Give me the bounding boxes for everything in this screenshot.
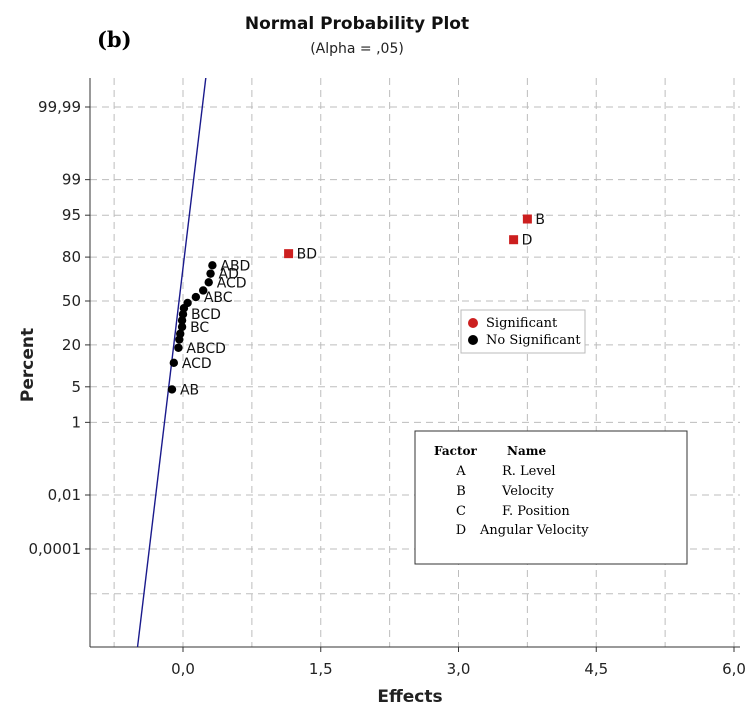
legend-box <box>460 309 586 354</box>
point-label: BCD <box>191 307 221 323</box>
no-significant-point-marker <box>177 322 187 332</box>
factor-row-code: C <box>456 504 466 519</box>
factor-row-name: F. Position <box>502 504 570 519</box>
y-tick-label: 5 <box>71 378 81 396</box>
factor-row-code: A <box>455 464 466 479</box>
point-label: BC <box>190 320 209 336</box>
factor-table-box <box>414 430 688 565</box>
no-significant-point-marker <box>175 335 184 344</box>
factor-row-name: Angular Velocity <box>479 523 589 538</box>
x-tick-label: 1,5 <box>309 660 333 678</box>
x-tick-label: 3,0 <box>447 660 471 678</box>
no-significant-point-marker <box>199 286 208 295</box>
y-tick-label: 80 <box>62 248 81 266</box>
y-tick-label: 95 <box>62 206 81 224</box>
legend: Significant No Significant <box>460 309 586 354</box>
legend-label-significant: Significant <box>486 316 558 331</box>
point-label: B <box>535 212 545 228</box>
no-significant-point-marker <box>208 261 217 270</box>
significant-point-marker <box>284 249 294 259</box>
x-tick-label: 6,0 <box>722 660 746 678</box>
significant-point-marker <box>522 214 532 224</box>
y-tick-label: 50 <box>62 292 81 310</box>
x-axis-label: Effects <box>377 687 442 707</box>
reference-line <box>136 78 207 647</box>
legend-marker-no-significant <box>468 335 478 345</box>
factor-row-code: B <box>456 484 466 499</box>
y-axis-label: Percent <box>18 328 38 402</box>
point-label: ABD <box>220 258 250 274</box>
point-label: AD <box>219 267 239 283</box>
factor-row-name: R. Level <box>502 464 556 479</box>
y-tick-labels: 99,99 99 95 80 50 20 5 1 0,01 0,0001 <box>29 98 82 558</box>
y-tick-label: 0,01 <box>48 486 81 504</box>
y-tick-label: 99,99 <box>38 98 81 116</box>
no-significant-point-marker <box>204 278 213 287</box>
panel-label: (b) <box>97 27 132 52</box>
point-label: ACD <box>217 275 247 291</box>
chart-title: Normal Probability Plot <box>245 14 469 34</box>
x-tick-labels: 0,0 1,5 3,0 4,5 6,0 <box>171 660 746 678</box>
point-label: ABCD <box>186 341 226 357</box>
legend-label-no-significant: No Significant <box>486 333 581 348</box>
factor-row-code: D <box>456 523 466 538</box>
factor-table: Factor Name A R. Level B Velocity C F. P… <box>414 430 688 565</box>
no-significant-point-marker <box>167 385 177 394</box>
no-significant-point-marker <box>191 292 201 302</box>
y-tick-label: 99 <box>62 171 81 189</box>
point-label: ABC <box>204 290 233 306</box>
no-significant-point-marker <box>178 310 188 319</box>
legend-marker-significant <box>468 318 478 328</box>
factor-table-header-factor: Factor <box>434 444 477 458</box>
y-tick-label: 0,0001 <box>29 540 82 558</box>
no-significant-point-marker <box>174 343 183 352</box>
point-label: ACD <box>182 356 212 372</box>
x-tick-label: 4,5 <box>584 660 608 678</box>
y-tick-label: 20 <box>62 336 81 354</box>
no-significant-point-marker <box>206 269 215 278</box>
point-label: BD <box>297 247 317 263</box>
chart-subtitle: (Alpha = ,05) <box>310 41 404 57</box>
factor-table-header-name: Name <box>507 444 546 458</box>
significant-point-marker <box>509 235 519 245</box>
no-significant-point-marker <box>169 358 179 368</box>
axes <box>85 78 740 652</box>
x-tick-label: 0,0 <box>171 660 195 678</box>
point-label: D <box>522 233 533 249</box>
factor-row-name: Velocity <box>501 484 555 499</box>
reference-line-group <box>136 78 207 647</box>
point-label: AB <box>180 382 199 398</box>
no-significant-point-marker <box>177 316 187 325</box>
y-tick-label: 1 <box>71 413 81 431</box>
